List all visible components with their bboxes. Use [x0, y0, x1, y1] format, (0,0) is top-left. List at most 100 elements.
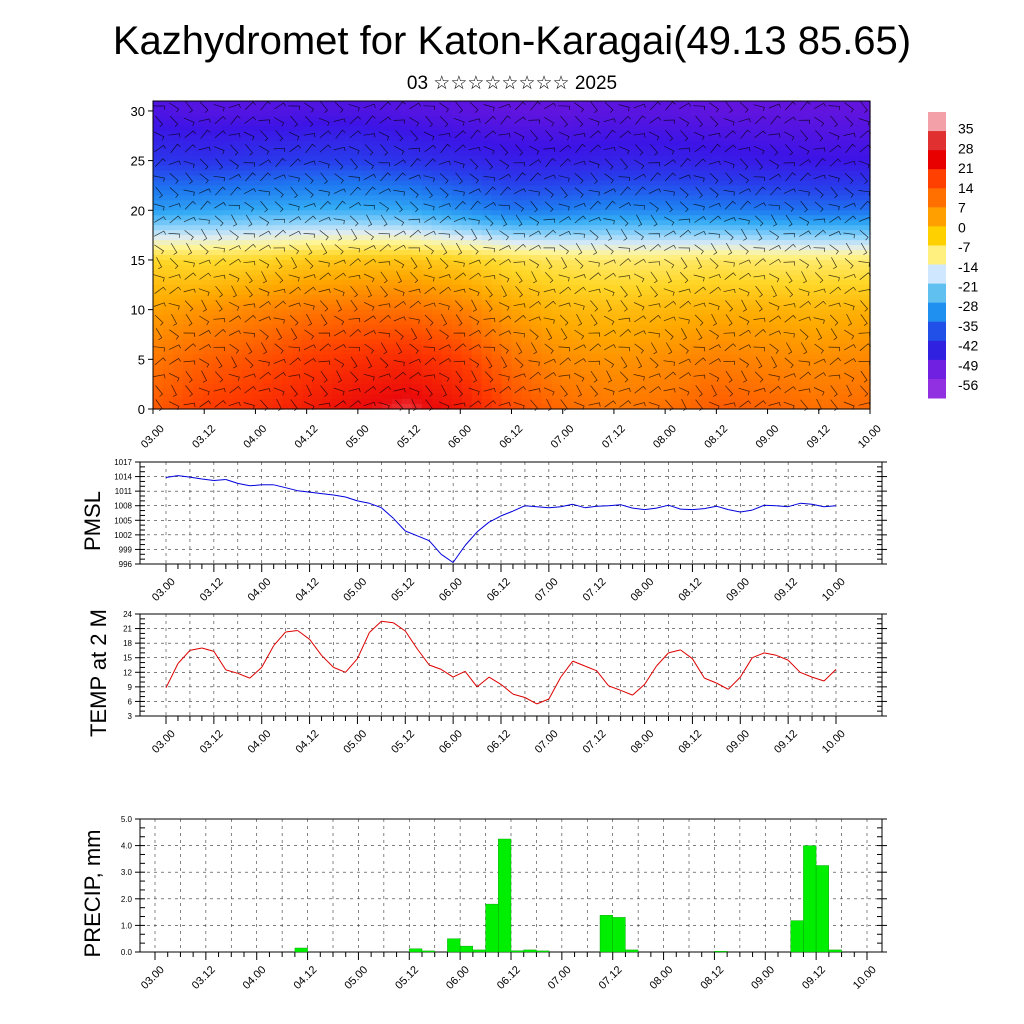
heatmap-cell	[172, 115, 184, 122]
wind-barb	[483, 317, 496, 323]
heatmap-cell	[421, 329, 433, 336]
heatmap-cell	[212, 170, 224, 177]
wind-barb	[396, 271, 402, 284]
heatmap-cell	[322, 225, 333, 231]
heatmap-cell	[461, 155, 473, 162]
heatmap-cell	[800, 220, 811, 226]
heatmap-cell	[650, 394, 662, 400]
heatmap-cell	[352, 399, 363, 405]
heatmap-cell	[800, 269, 811, 276]
heatmap-cell	[421, 115, 433, 122]
heatmap-cell	[501, 110, 513, 117]
heatmap-cell	[541, 369, 552, 375]
wind-barb	[439, 115, 449, 128]
heatmap-cell	[640, 155, 652, 162]
heatmap-cell	[372, 125, 383, 132]
heatmap-cell	[541, 284, 552, 291]
heatmap-cell	[511, 230, 523, 236]
heatmap-cell	[561, 205, 572, 211]
heatmap-cell	[850, 101, 861, 107]
heatmap-cell	[262, 349, 274, 355]
heatmap-cell	[242, 354, 254, 360]
heatmap-cell	[232, 354, 244, 360]
heatmap-cell	[182, 170, 194, 177]
heatmap-cell	[232, 289, 244, 296]
heatmap-cell	[700, 259, 712, 266]
heatmap-cell	[670, 349, 682, 355]
heatmap-cell	[720, 175, 732, 182]
heatmap-cell	[720, 349, 732, 355]
heatmap-cell	[720, 195, 732, 201]
heatmap-cell	[760, 269, 772, 276]
heatmap-cell	[780, 245, 791, 251]
heatmap-cell	[272, 384, 284, 390]
heatmap-cell	[232, 101, 244, 107]
heatmap-cell	[352, 115, 363, 122]
heatmap-cell	[222, 294, 234, 301]
heatmap-cell	[282, 404, 294, 410]
heatmap-cell	[242, 334, 254, 341]
heatmap-cell	[162, 389, 174, 395]
heatmap-cell	[640, 205, 652, 211]
heatmap-cell	[332, 120, 343, 127]
heatmap-cell	[730, 160, 742, 167]
heatmap-cell	[700, 374, 712, 380]
heatmap-cell	[780, 344, 791, 350]
heatmap-cell	[362, 101, 373, 107]
heatmap-cell	[232, 150, 244, 157]
heatmap-cell	[481, 389, 493, 395]
wind-barb	[318, 332, 330, 337]
heatmap-cell	[640, 145, 652, 152]
heatmap-cell	[153, 105, 164, 112]
heatmap-cell	[292, 220, 303, 226]
wind-barb	[424, 357, 436, 366]
heatmap-cell	[292, 150, 303, 157]
heatmap-cell	[162, 374, 174, 380]
heatmap-cell	[770, 349, 781, 355]
heatmap-cell	[660, 379, 672, 385]
heatmap-cell	[581, 294, 592, 301]
heatmap-cell	[222, 210, 234, 216]
heatmap-cell	[232, 404, 244, 410]
heatmap-cell	[401, 185, 413, 192]
heatmap-cell	[551, 264, 562, 271]
heatmap-cell	[282, 235, 294, 241]
heatmap-cell	[342, 140, 353, 147]
heatmap-cell	[770, 389, 781, 395]
heatmap-cell	[342, 230, 353, 236]
heatmap-cell	[461, 115, 473, 122]
heatmap-cell	[312, 120, 323, 127]
heatmap-cell	[631, 115, 642, 122]
heatmap-cell	[770, 324, 781, 331]
heatmap-cell	[760, 284, 772, 291]
heatmap-cell	[302, 120, 313, 127]
heatmap-cell	[153, 324, 164, 331]
heatmap-cell	[750, 284, 762, 291]
heatmap-cell	[332, 319, 343, 326]
heatmap-cell	[601, 165, 612, 172]
heatmap-cell	[262, 279, 274, 286]
heatmap-cell	[621, 319, 632, 326]
heatmap-cell	[182, 215, 194, 221]
wind-barb	[468, 288, 480, 297]
heatmap-cell	[860, 329, 871, 336]
heatmap-cell	[561, 264, 572, 271]
heatmap-cell	[182, 190, 194, 196]
heatmap-cell	[800, 384, 811, 390]
heatmap-cell	[581, 319, 592, 326]
heatmap-cell	[730, 145, 742, 152]
wind-barb	[258, 119, 271, 124]
heatmap-cell	[790, 130, 801, 137]
heatmap-cell	[780, 324, 791, 331]
heatmap-cell	[441, 319, 453, 326]
heatmap-cell	[640, 364, 652, 370]
heatmap-cell	[172, 344, 184, 350]
wind-barb	[424, 314, 434, 326]
heatmap-cell	[541, 394, 552, 400]
heatmap-cell	[830, 170, 841, 177]
heatmap-cell	[631, 215, 642, 221]
heatmap-cell	[611, 274, 622, 281]
wind-barb	[425, 385, 433, 397]
heatmap-cell	[202, 359, 214, 365]
heatmap-cell	[312, 185, 323, 192]
